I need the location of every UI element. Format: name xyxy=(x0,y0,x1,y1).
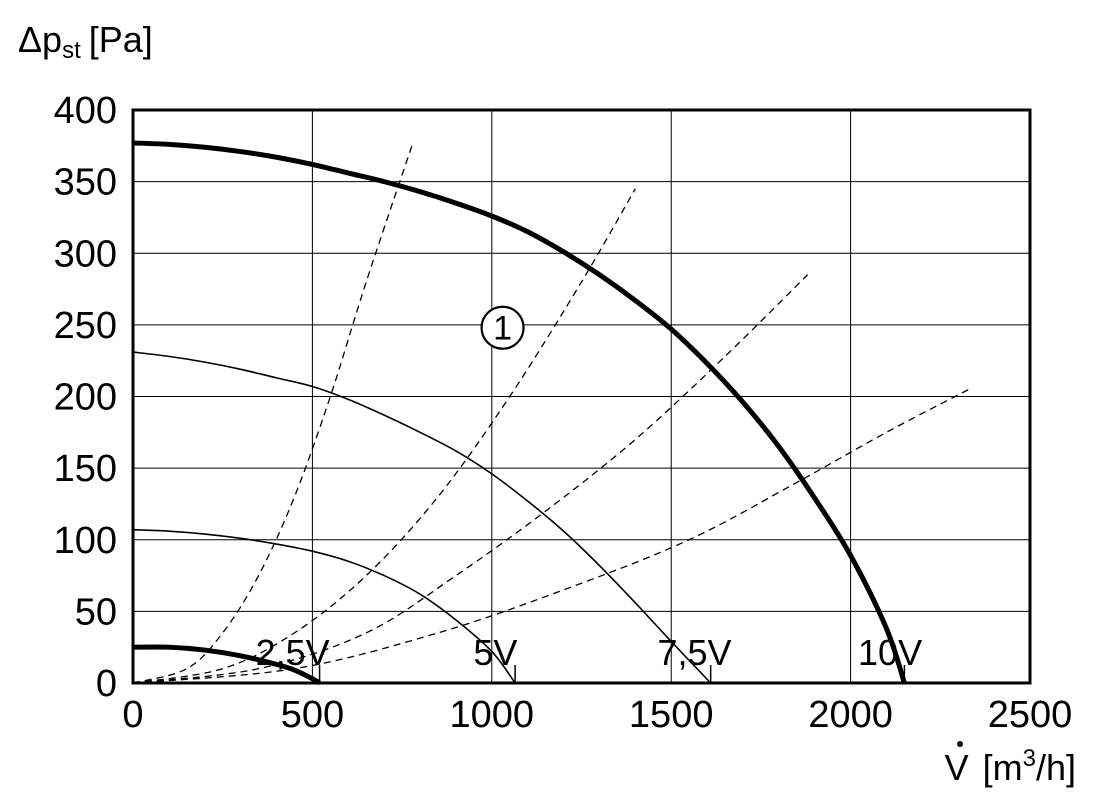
fan-curves xyxy=(132,140,907,686)
x-tick-label: 500 xyxy=(281,694,344,736)
fan-curve xyxy=(132,528,516,684)
x-tick-label: 1500 xyxy=(629,694,714,736)
y-tick-labels: 0 50 100 150 200 250 300 350 400 xyxy=(54,90,117,705)
y-tick-label: 150 xyxy=(54,448,117,490)
voltage-labels: 2,5V 5V 7,5V 10V xyxy=(256,632,922,683)
x-tick-label: 1000 xyxy=(450,694,535,736)
y-tick-label: 250 xyxy=(54,305,117,347)
curve-number-text: 1 xyxy=(493,310,512,348)
flow-dot-accent xyxy=(957,741,963,747)
curve-number-marker: 1 xyxy=(480,305,525,350)
svg-text:V[m3/h]: V [m3/h] xyxy=(945,745,1076,788)
system-curve xyxy=(132,388,970,684)
y-tick-label: 50 xyxy=(75,591,117,633)
y-tick-label: 100 xyxy=(54,520,117,562)
system-curve xyxy=(132,274,809,684)
system-curve xyxy=(132,188,636,684)
grid-lines xyxy=(132,109,1031,684)
x-axis-title: V [m3/h] xyxy=(945,741,1076,788)
voltage-label: 2,5V xyxy=(256,632,330,673)
system-curves xyxy=(132,142,970,684)
fan-curve xyxy=(132,644,321,686)
voltage-label: 7,5V xyxy=(657,632,731,673)
y-tick-label: 400 xyxy=(54,90,117,132)
fan-curve xyxy=(132,351,712,684)
fan-curve xyxy=(132,140,907,684)
x-tick-label: 2000 xyxy=(808,694,893,736)
system-curve xyxy=(132,142,414,684)
y-tick-label: 350 xyxy=(54,162,117,204)
x-tick-label: 0 xyxy=(122,694,143,736)
annotations: 1 xyxy=(480,305,525,350)
y-axis-title: Δpst [Pa] xyxy=(18,19,153,64)
voltage-label: 10V xyxy=(858,632,922,673)
y-tick-label: 0 xyxy=(96,663,117,705)
y-tick-label: 300 xyxy=(54,233,117,275)
plot-frame xyxy=(131,108,1032,685)
x-tick-labels: 0 500 1000 1500 2000 2500 xyxy=(122,694,1072,736)
y-tick-label: 200 xyxy=(54,377,117,419)
x-axis-symbol: V xyxy=(945,747,969,788)
x-tick-label: 2500 xyxy=(988,694,1073,736)
voltage-label: 5V xyxy=(473,632,517,673)
